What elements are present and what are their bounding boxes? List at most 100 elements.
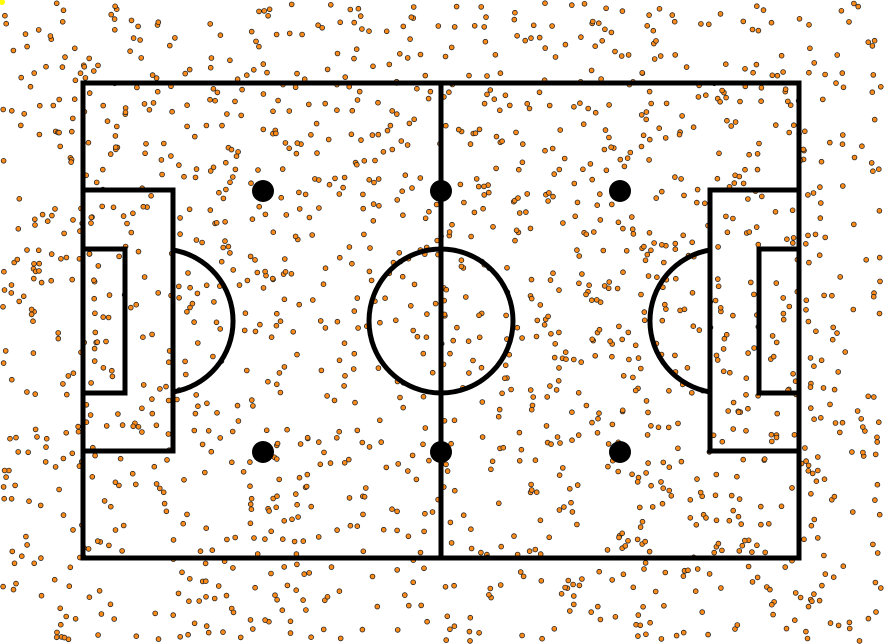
scatter-dot bbox=[193, 166, 200, 172]
scatter-dot bbox=[807, 45, 813, 52]
scatter-dot bbox=[632, 342, 639, 349]
scatter-dot bbox=[537, 517, 544, 524]
scatter-dot bbox=[417, 549, 424, 556]
scatter-dot bbox=[279, 536, 286, 542]
scatter-dot bbox=[405, 602, 412, 609]
scatter-dot bbox=[103, 338, 109, 345]
scatter-dot bbox=[24, 542, 30, 548]
scatter-dot bbox=[325, 136, 332, 143]
scatter-dot bbox=[11, 560, 18, 567]
scatter-dot bbox=[565, 577, 572, 584]
scatter-dot bbox=[599, 37, 605, 44]
scatter-dot bbox=[52, 206, 58, 212]
scatter-dot bbox=[376, 417, 383, 424]
scatter-dot bbox=[411, 116, 418, 123]
scatter-dot bbox=[650, 27, 657, 34]
scatter-dot bbox=[663, 306, 669, 312]
scatter-dot bbox=[597, 217, 604, 223]
scatter-dot bbox=[107, 601, 114, 608]
scatter-dot bbox=[872, 497, 878, 503]
scatter-dot bbox=[807, 384, 814, 390]
scatter-dot bbox=[141, 274, 148, 280]
scatter-dot bbox=[182, 358, 188, 365]
scatter-dot bbox=[562, 349, 569, 356]
scatter-dot bbox=[60, 381, 66, 387]
scatter-dot bbox=[359, 626, 366, 633]
scatter-dot bbox=[504, 264, 510, 271]
scatter-dot bbox=[718, 585, 724, 591]
scatter-dot bbox=[341, 383, 347, 389]
scatter-dot bbox=[472, 130, 479, 137]
scatter-dot bbox=[528, 295, 535, 302]
scatter-dot bbox=[281, 364, 288, 370]
scatter-dot bbox=[153, 75, 160, 81]
scatter-dot bbox=[481, 192, 488, 198]
scatter-dot bbox=[218, 258, 225, 265]
scatter-dot bbox=[726, 517, 733, 524]
scatter-dot bbox=[399, 188, 406, 195]
scatter-dot bbox=[274, 596, 280, 603]
scatter-dot bbox=[822, 234, 828, 241]
scatter-dot bbox=[149, 396, 155, 402]
scatter-dot bbox=[192, 410, 199, 417]
scatter-dot bbox=[849, 509, 856, 515]
scatter-dot bbox=[232, 534, 239, 541]
scatter-dot bbox=[668, 492, 675, 499]
scatter-dot bbox=[247, 501, 254, 508]
scatter-dot bbox=[155, 636, 162, 642]
scatter-dot bbox=[18, 74, 25, 81]
left-penalty-arc bbox=[172, 247, 236, 395]
scatter-dot bbox=[75, 428, 82, 435]
scatter-dot bbox=[248, 506, 255, 513]
scatter-dot bbox=[169, 108, 175, 115]
scatter-dot bbox=[806, 21, 812, 28]
scatter-dot bbox=[801, 128, 808, 135]
scatter-dot bbox=[273, 310, 280, 317]
scatter-dot bbox=[619, 336, 625, 343]
scatter-dot bbox=[571, 180, 578, 187]
scatter-dot bbox=[346, 244, 353, 250]
scatter-dot bbox=[57, 621, 64, 628]
scatter-dot bbox=[142, 150, 148, 157]
scatter-dot bbox=[1, 268, 7, 275]
scatter-dot bbox=[549, 145, 556, 152]
scatter-dot bbox=[635, 612, 642, 618]
scatter-dot bbox=[533, 489, 540, 496]
scatter-dot bbox=[768, 431, 775, 438]
scatter-dot bbox=[850, 306, 857, 313]
scatter-dot bbox=[560, 220, 566, 226]
scatter-dot bbox=[247, 520, 254, 527]
scatter-dot bbox=[736, 548, 743, 554]
scatter-dot bbox=[291, 538, 298, 545]
scatter-dot bbox=[512, 9, 518, 16]
scatter-dot bbox=[865, 39, 872, 45]
scatter-dot bbox=[107, 151, 114, 157]
scatter-dot bbox=[252, 584, 258, 591]
scatter-dot bbox=[375, 99, 381, 106]
scatter-dot bbox=[210, 164, 217, 171]
scatter-dot bbox=[877, 585, 884, 591]
scatter-dot bbox=[673, 632, 680, 639]
scatter-dot bbox=[876, 310, 883, 317]
scatter-dot bbox=[859, 424, 866, 430]
scatter-dot bbox=[18, 553, 25, 559]
scatter-dot bbox=[220, 244, 227, 251]
scatter-dot bbox=[634, 536, 641, 543]
scatter-dot bbox=[476, 126, 483, 133]
scatter-dot bbox=[368, 277, 375, 284]
center-circle bbox=[366, 246, 516, 396]
scatter-dot bbox=[361, 158, 368, 164]
scatter-dot bbox=[43, 63, 49, 70]
scatter-dot bbox=[662, 569, 669, 576]
scatter-dot bbox=[43, 435, 50, 442]
scatter-dot bbox=[684, 364, 691, 371]
scatter-dot bbox=[332, 175, 338, 182]
scatter-dot bbox=[270, 108, 276, 115]
scatter-dot bbox=[177, 633, 184, 640]
scatter-dot bbox=[753, 61, 760, 68]
scatter-dot bbox=[570, 581, 576, 588]
scatter-dot bbox=[282, 268, 289, 275]
scatter-dot bbox=[308, 634, 314, 640]
scatter-dot bbox=[208, 55, 215, 61]
scatter-dot bbox=[96, 587, 103, 594]
